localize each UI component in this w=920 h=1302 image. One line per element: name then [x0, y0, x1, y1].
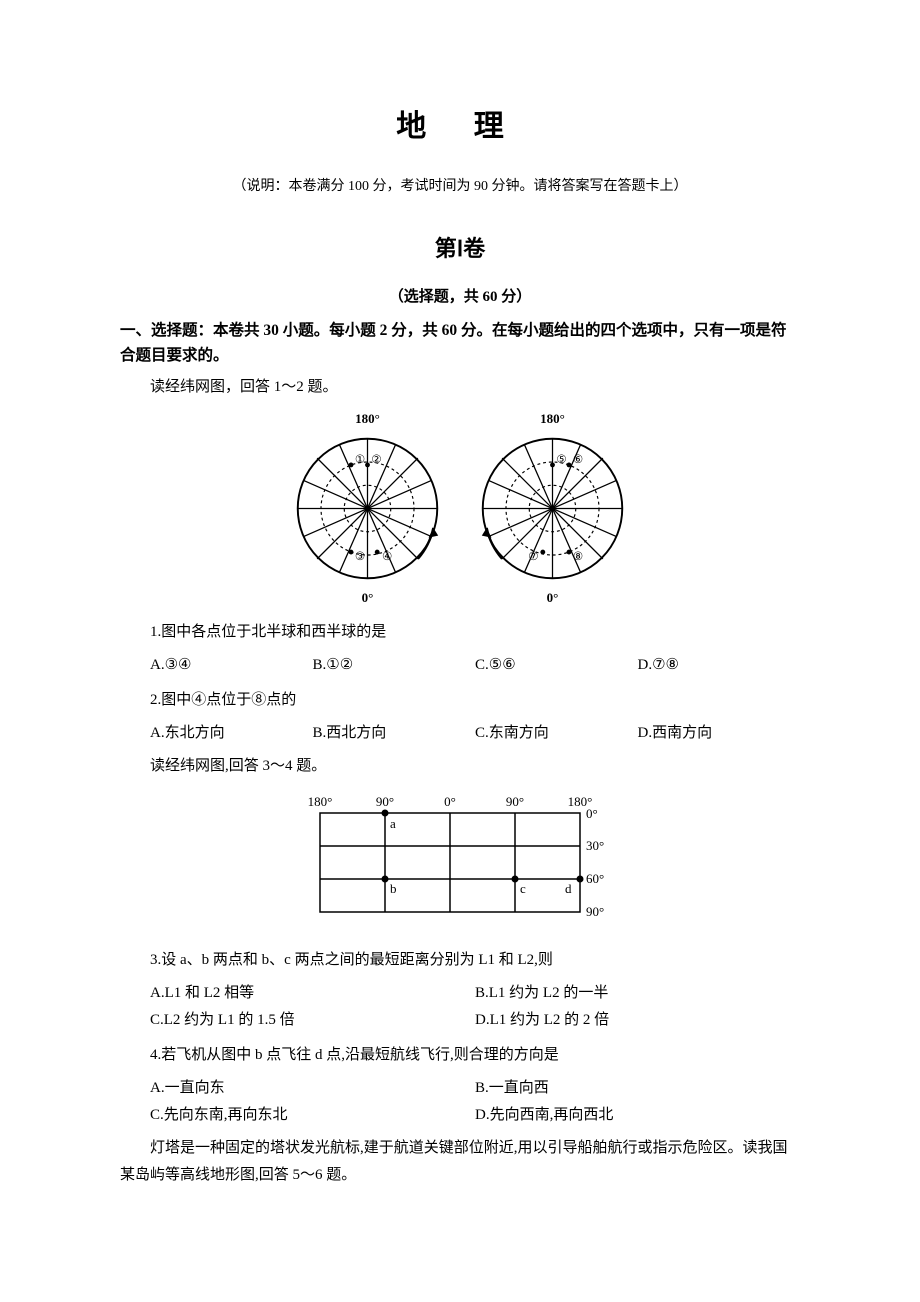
q4-opt-d: D.先向西南,再向西北 — [475, 1102, 800, 1129]
q3-opt-c: C.L2 约为 L1 的 1.5 倍 — [150, 1007, 475, 1034]
svg-text:①: ① — [355, 453, 365, 466]
intro-2: 读经纬网图,回答 3～4 题。 — [120, 753, 800, 780]
svg-text:⑧: ⑧ — [573, 550, 583, 563]
q2-opt-d: D.西南方向 — [638, 720, 801, 747]
polar1-top-label: 180° — [355, 407, 380, 430]
svg-text:90°: 90° — [586, 904, 604, 919]
page-title: 地 理 — [120, 100, 800, 154]
q4-opt-a: A.一直向东 — [150, 1075, 475, 1102]
grid-svg: 180° 90° 0° 90° 180° 0° 30° 60° 90° — [290, 788, 630, 928]
svg-text:0°: 0° — [586, 806, 598, 821]
svg-text:⑥: ⑥ — [573, 453, 583, 466]
intro-3: 灯塔是一种固定的塔状发光航标,建于航道关键部位附近,用以引导船舶航行或指示危险区… — [120, 1135, 800, 1189]
polar-diagram-2: 180° ⑤ ⑥ — [475, 407, 630, 609]
intro-1: 读经纬网图，回答 1～2 题。 — [120, 374, 800, 401]
q2-opt-a: A.东北方向 — [150, 720, 313, 747]
svg-text:c: c — [520, 881, 526, 896]
svg-text:④: ④ — [382, 550, 392, 563]
polar-svg-1: ① ② ③ ④ — [290, 431, 445, 586]
svg-text:180°: 180° — [308, 794, 333, 809]
svg-text:b: b — [390, 881, 397, 896]
q4-opt-c: C.先向东南,再向东北 — [150, 1102, 475, 1129]
svg-text:⑤: ⑤ — [556, 453, 566, 466]
q4-options: A.一直向东 B.一直向西 C.先向东南,再向东北 D.先向西南,再向西北 — [150, 1075, 800, 1129]
q1-opt-d: D.⑦⑧ — [638, 652, 801, 679]
svg-text:③: ③ — [355, 550, 365, 563]
q1-opt-b: B.①② — [313, 652, 476, 679]
q2-options: A.东北方向 B.西北方向 C.东南方向 D.西南方向 — [150, 720, 800, 747]
q3-opt-b: B.L1 约为 L2 的一半 — [475, 980, 800, 1007]
q4-stem: 4.若飞机从图中 b 点飞往 d 点,沿最短航线飞行,则合理的方向是 — [120, 1042, 800, 1069]
svg-text:d: d — [565, 881, 572, 896]
q3-stem: 3.设 a、b 两点和 b、c 两点之间的最短距离分别为 L1 和 L2,则 — [120, 947, 800, 974]
svg-text:60°: 60° — [586, 871, 604, 886]
polar-diagrams: 180° ① ② — [120, 407, 800, 609]
q2-opt-b: B.西北方向 — [313, 720, 476, 747]
svg-text:90°: 90° — [506, 794, 524, 809]
q1-opt-c: C.⑤⑥ — [475, 652, 638, 679]
page-subtitle: （说明：本卷满分 100 分，考试时间为 90 分钟。请将答案写在答题卡上） — [120, 174, 800, 199]
svg-text:0°: 0° — [444, 794, 456, 809]
svg-text:30°: 30° — [586, 838, 604, 853]
svg-text:a: a — [390, 816, 396, 831]
svg-text:90°: 90° — [376, 794, 394, 809]
q3-opt-d: D.L1 约为 L2 的 2 倍 — [475, 1007, 800, 1034]
polar-svg-2: ⑤ ⑥ ⑦ ⑧ — [475, 431, 630, 586]
q2-stem: 2.图中④点位于⑧点的 — [120, 687, 800, 714]
svg-text:⑦: ⑦ — [528, 550, 538, 563]
polar-diagram-1: 180° ① ② — [290, 407, 445, 609]
grid-chart: 180° 90° 0° 90° 180° 0° 30° 60° 90° — [120, 788, 800, 939]
volume-title: 第Ⅰ卷 — [120, 229, 800, 269]
q4-opt-b: B.一直向西 — [475, 1075, 800, 1102]
q1-opt-a: A.③④ — [150, 652, 313, 679]
q1-options: A.③④ B.①② C.⑤⑥ D.⑦⑧ — [150, 652, 800, 679]
q1-stem: 1.图中各点位于北半球和西半球的是 — [120, 619, 800, 646]
polar1-bottom-label: 0° — [362, 586, 374, 609]
section-title: 一、选择题：本卷共 30 小题。每小题 2 分，共 60 分。在每小题给出的四个… — [120, 319, 800, 369]
section-meta: （选择题，共 60 分） — [120, 284, 800, 311]
q3-opt-a: A.L1 和 L2 相等 — [150, 980, 475, 1007]
svg-text:②: ② — [371, 453, 381, 466]
polar2-bottom-label: 0° — [547, 586, 559, 609]
polar2-top-label: 180° — [540, 407, 565, 430]
q3-options: A.L1 和 L2 相等 B.L1 约为 L2 的一半 C.L2 约为 L1 的… — [150, 980, 800, 1034]
q2-opt-c: C.东南方向 — [475, 720, 638, 747]
